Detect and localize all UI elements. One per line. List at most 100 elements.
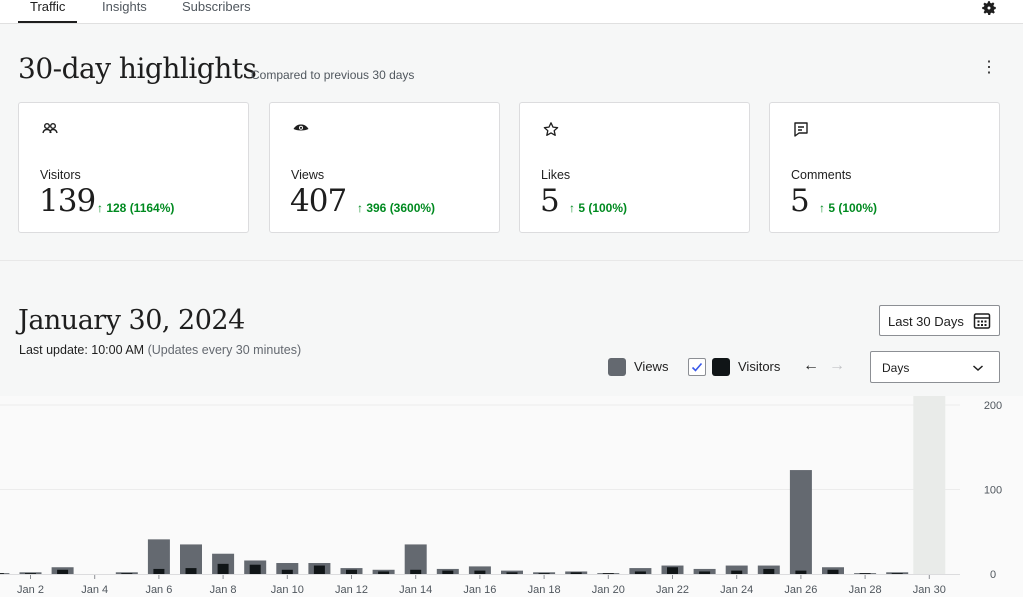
visitors-bar: [217, 563, 229, 574]
card-label: Comments: [791, 168, 852, 182]
more-options-icon[interactable]: ⋮: [981, 59, 997, 76]
card-delta: ↑ 5 (100%): [569, 201, 628, 215]
x-tick-label: Jan 28: [849, 584, 882, 596]
tab-traffic[interactable]: Traffic: [30, 0, 66, 14]
likes-card: Likes 5 ↑ 5 (100%): [519, 102, 750, 233]
views-card: Views 407 ↑ 396 (3600%): [269, 102, 500, 233]
highlights-subtitle: Compared to previous 30 days: [251, 68, 415, 82]
visitors-bar: [891, 573, 903, 574]
x-tick-label: Jan 30: [913, 584, 946, 596]
visitors-bar: [410, 569, 422, 574]
visitors-bar: [185, 568, 197, 574]
visitors-bar: [281, 569, 293, 574]
visitors-bar: [313, 565, 325, 574]
views-bar: [0, 573, 10, 574]
card-label: Likes: [541, 168, 571, 182]
visitors-bar: [731, 570, 743, 574]
people-icon: [42, 123, 58, 134]
x-tick-label: Jan 12: [335, 584, 368, 596]
gear-icon[interactable]: [980, 0, 998, 17]
visitors-legend-swatch: [712, 358, 730, 376]
next-period-arrow-icon[interactable]: →: [829, 357, 845, 374]
comments-card: Comments 5 ↑ 5 (100%): [769, 102, 1000, 233]
top-nav: Traffic Insights Subscribers: [0, 0, 1023, 24]
views-legend-swatch: [608, 358, 626, 376]
x-tick-label: Jan 2: [17, 584, 44, 596]
traffic-bar-chart: 200 100 0 Jan 2 Jan 4 Jan 6 Jan 8 Jan 10 Jan 12 J…: [0, 396, 1002, 596]
x-tick-label: Jan 20: [592, 584, 625, 596]
highlights-title: 30-day highlights: [18, 52, 257, 85]
period-select[interactable]: Days: [870, 351, 1000, 383]
selected-day-highlight: [913, 396, 946, 574]
x-tick-label: Jan 6: [145, 584, 172, 596]
card-delta: ↑ 396 (3600%): [357, 201, 436, 215]
period-select-value: Days: [882, 361, 910, 375]
x-tick-label: Jan 16: [463, 584, 496, 596]
card-value: 139: [39, 183, 96, 219]
visitors-bar: [667, 567, 678, 574]
visitors-legend-label: Visitors: [738, 359, 781, 374]
card-value: 5: [540, 183, 560, 219]
views-bar: [147, 539, 170, 574]
visitors-bar: [506, 572, 518, 574]
visitors-bar: [0, 573, 4, 574]
card-value: 5: [790, 183, 810, 219]
last-update-time: Last update: 10:00 AM: [19, 343, 145, 357]
visitors-bar: [121, 573, 133, 574]
y-tick-label: 0: [990, 569, 996, 581]
views-bar: [725, 565, 748, 574]
last-update: Last update: 10:00 AM (Updates every 30 …: [19, 343, 301, 357]
card-value: 407: [290, 183, 347, 219]
card-delta: ↑ 5 (100%): [819, 201, 878, 215]
views-bar: [276, 563, 299, 574]
visitors-bar: [538, 573, 550, 574]
date-title: January 30, 2024: [18, 305, 245, 336]
date-range-button[interactable]: Last 30 Days: [879, 305, 1000, 336]
card-label: Views: [291, 168, 325, 182]
star-icon: [543, 122, 559, 136]
views-bar: [180, 544, 202, 574]
visitors-bar: [378, 571, 390, 574]
x-tick-label: Jan 14: [399, 584, 432, 596]
visitors-bar: [827, 569, 839, 574]
views-bar: [629, 568, 652, 574]
active-tab-indicator: [18, 21, 77, 23]
eye-icon: [293, 124, 309, 131]
x-tick-label: Jan 26: [784, 584, 817, 596]
views-bar: [404, 544, 427, 574]
views-legend-label: Views: [634, 359, 669, 374]
chevron-down-icon: [973, 365, 983, 372]
visitors-bar: [249, 564, 261, 574]
y-tick-label: 100: [984, 485, 1002, 497]
x-tick-label: Jan 22: [656, 584, 689, 596]
visitors-bar: [25, 573, 36, 574]
views-bar: [693, 568, 716, 574]
visitors-bar: [699, 571, 711, 574]
visitors-bar: [602, 573, 614, 574]
visitors-bar: [859, 573, 871, 574]
visitors-bar: [442, 570, 454, 574]
visitors-bar: [570, 572, 582, 574]
tab-subscribers[interactable]: Subscribers: [182, 0, 251, 14]
tab-insights[interactable]: Insights: [102, 0, 147, 14]
x-tick-label: Jan 18: [528, 584, 561, 596]
visitors-bar: [474, 570, 486, 574]
visitors-bar: [153, 568, 165, 574]
card-delta: ↑ 128 (1164%): [97, 201, 175, 215]
previous-period-arrow-icon[interactable]: ←: [803, 357, 819, 374]
visitors-bar: [57, 569, 69, 574]
traffic-chart: 200 100 0 Jan 2 Jan 4 Jan 6 Jan 8 Jan 10 Jan 12 J…: [0, 396, 1023, 597]
comment-icon: [794, 122, 808, 137]
x-tick-label: Jan 4: [81, 584, 108, 596]
checkmark-icon: [691, 362, 703, 372]
x-tick-label: Jan 8: [210, 584, 237, 596]
views-bar: [789, 470, 812, 574]
visitors-bar: [763, 568, 775, 574]
visitors-card: Visitors 139 ↑ 128 (1164%): [18, 102, 249, 233]
visitors-bar: [795, 570, 807, 574]
visitors-bar: [634, 571, 646, 574]
date-range-label: Last 30 Days: [888, 314, 964, 329]
calendar-icon: [973, 313, 991, 329]
visitors-checkbox[interactable]: [688, 358, 706, 376]
views-bar: [468, 566, 491, 574]
